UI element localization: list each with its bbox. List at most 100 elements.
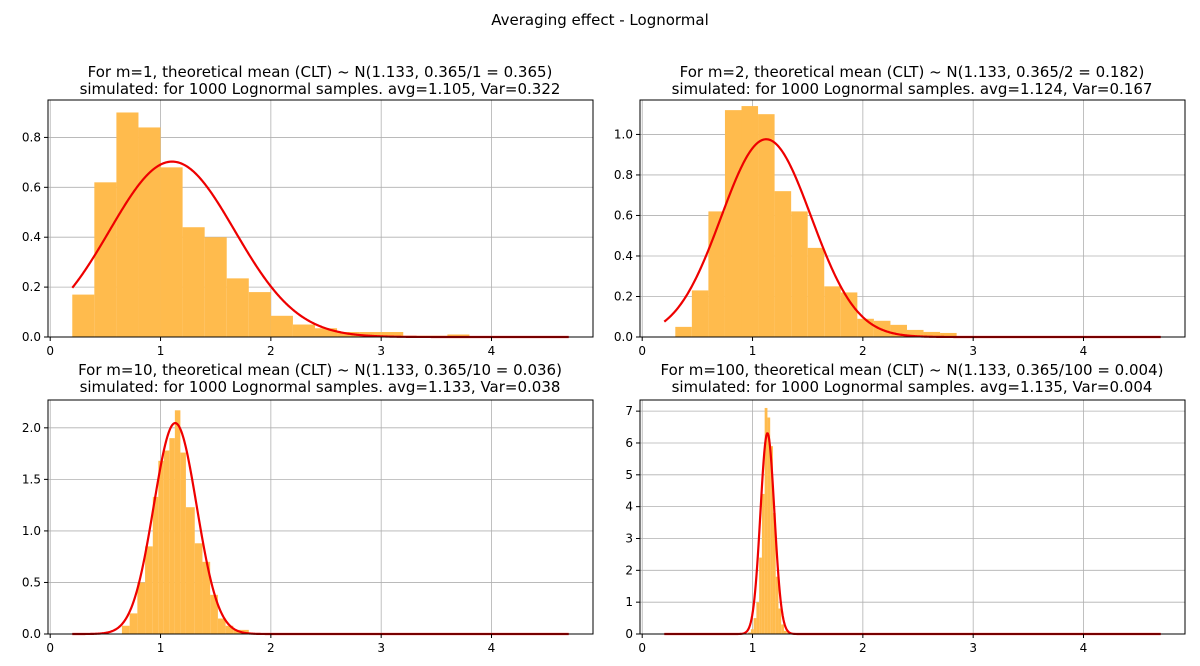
subplot-title-line1: For m=2, theoretical mean (CLT) ~ N(1.13…: [680, 63, 1145, 81]
hist-bar: [94, 182, 117, 337]
y-tick-label: 1.0: [22, 524, 41, 538]
hist-bar: [248, 292, 271, 337]
hist-bar: [194, 543, 203, 634]
hist-bar: [753, 618, 757, 634]
hist-bar: [160, 167, 183, 337]
normal-pdf-curve: [663, 432, 1162, 636]
x-tick-label: 1: [157, 344, 165, 358]
y-tick-label: 0.0: [614, 330, 633, 344]
hist-bar: [770, 446, 773, 634]
hist-bar: [121, 625, 130, 634]
subplot-title-line1: For m=100, theoretical mean (CLT) ~ N(1.…: [661, 361, 1164, 379]
y-tick-label: 2: [625, 563, 633, 577]
subplot-title-line2: simulated: for 1000 Lognormal samples. a…: [672, 378, 1153, 396]
axes-frame: [639, 399, 1186, 635]
x-tick-label: 0: [46, 641, 54, 655]
subplot-title-line2: simulated: for 1000 Lognormal samples. a…: [80, 378, 561, 396]
x-tick-label: 1: [749, 344, 757, 358]
subplot-title-line1: For m=10, theoretical mean (CLT) ~ N(1.1…: [78, 361, 562, 379]
hist-bar: [781, 624, 784, 634]
y-tick-label: 0.4: [22, 230, 41, 244]
y-tick-label: 2.0: [22, 421, 41, 435]
y-tick-label: 0.0: [22, 627, 41, 641]
hist-bar: [129, 613, 138, 634]
hist-bar: [359, 332, 382, 337]
x-tick-label: 1: [749, 641, 757, 655]
hist-bar: [750, 629, 754, 634]
hist-bar: [226, 278, 249, 337]
x-tick-label: 2: [267, 344, 275, 358]
x-tick-label: 4: [488, 344, 496, 358]
y-tick-label: 5: [625, 468, 633, 482]
hist-bar: [857, 318, 874, 337]
hist-bar: [145, 546, 153, 634]
y-tick-label: 7: [625, 404, 633, 418]
hist-bar: [292, 324, 315, 337]
hist-bar: [180, 452, 186, 634]
x-tick-label: 0: [46, 344, 54, 358]
y-tick-label: 0.2: [614, 289, 633, 303]
x-tick-label: 4: [1080, 641, 1088, 655]
figure-suptitle: Averaging effect - Lognormal: [491, 11, 709, 29]
hist-bar: [116, 112, 139, 337]
hist-bar: [447, 334, 470, 337]
hist-bar: [314, 328, 338, 337]
hist-bar: [748, 632, 751, 634]
axes-frame: [47, 99, 594, 338]
hist-bar: [137, 582, 146, 634]
subplot-title-line2: simulated: for 1000 Lognormal samples. a…: [80, 80, 561, 98]
x-tick-label: 0: [638, 641, 646, 655]
y-tick-label: 0.8: [614, 168, 633, 182]
hist-bar: [138, 127, 161, 337]
hist-bar: [783, 630, 787, 634]
y-tick-label: 1.0: [614, 127, 633, 141]
axes-frame: [639, 99, 1186, 338]
hist-bar: [169, 438, 175, 634]
hist-bar: [381, 332, 404, 337]
hist-bar: [163, 450, 170, 634]
y-tick-label: 0.8: [22, 130, 41, 144]
subplot-m1: For m=1, theoretical mean (CLT) ~ N(1.13…: [22, 63, 594, 358]
hist-bar: [202, 561, 211, 634]
hist-bar: [72, 294, 95, 337]
hist-bar: [759, 557, 762, 634]
hist-bar: [233, 629, 242, 634]
x-tick-label: 1: [157, 641, 165, 655]
hist-bar: [767, 417, 771, 634]
hist-bar: [940, 332, 957, 337]
hist-bar: [764, 407, 768, 634]
subplot-title-line1: For m=1, theoretical mean (CLT) ~ N(1.13…: [88, 63, 553, 81]
subplot-m10: For m=10, theoretical mean (CLT) ~ N(1.1…: [22, 361, 594, 655]
hist-bar: [675, 326, 692, 337]
subplot-m100: For m=100, theoretical mean (CLT) ~ N(1.…: [625, 361, 1186, 655]
hist-bar: [758, 114, 775, 337]
y-tick-label: 0.0: [22, 330, 41, 344]
y-tick-label: 4: [625, 500, 633, 514]
hist-bar: [174, 410, 181, 634]
hist-bar: [791, 211, 808, 337]
y-tick-label: 3: [625, 531, 633, 545]
x-tick-label: 3: [969, 641, 977, 655]
hist-bar: [775, 576, 779, 634]
hist-bar: [774, 191, 792, 337]
y-tick-label: 6: [625, 436, 633, 450]
hist-bar: [270, 315, 293, 337]
x-tick-label: 3: [969, 344, 977, 358]
subplot-title-line2: simulated: for 1000 Lognormal samples. a…: [672, 80, 1153, 98]
hist-bar: [185, 507, 195, 634]
hist-bar: [225, 625, 234, 634]
hist-bar: [158, 460, 164, 634]
hist-bar: [691, 290, 709, 337]
hist-bar: [708, 211, 725, 337]
x-tick-label: 4: [488, 641, 496, 655]
subplot-m2: For m=2, theoretical mean (CLT) ~ N(1.13…: [614, 63, 1186, 358]
hist-bar: [217, 618, 226, 634]
y-tick-label: 0.4: [614, 249, 633, 263]
hist-bar: [906, 329, 924, 337]
hist-bar: [761, 493, 765, 634]
x-tick-label: 4: [1080, 344, 1088, 358]
hist-bar: [756, 602, 760, 634]
hist-bar: [778, 608, 782, 634]
y-tick-label: 0.6: [614, 208, 633, 222]
